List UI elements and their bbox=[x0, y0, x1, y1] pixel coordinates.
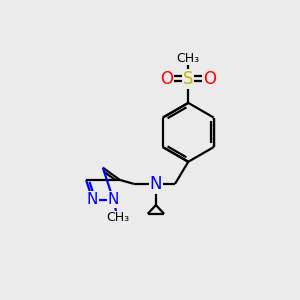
Text: S: S bbox=[183, 70, 194, 88]
Text: O: O bbox=[160, 70, 174, 88]
Text: N: N bbox=[150, 175, 162, 193]
Text: O: O bbox=[203, 70, 216, 88]
Text: N: N bbox=[108, 192, 119, 207]
Text: CH₃: CH₃ bbox=[177, 52, 200, 64]
Text: N: N bbox=[87, 192, 98, 207]
Text: CH₃: CH₃ bbox=[106, 212, 129, 224]
